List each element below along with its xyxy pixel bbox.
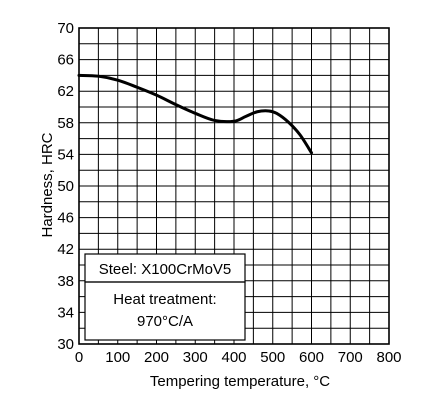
y-tick-label: 30	[57, 336, 74, 353]
x-tick-label: 400	[221, 349, 246, 366]
y-tick-label: 66	[57, 52, 74, 69]
heat-treatment-label: Heat treatment:	[113, 291, 216, 308]
y-tick-label: 38	[57, 273, 74, 290]
series-layer	[77, 73, 313, 155]
y-tick-label: 42	[57, 241, 74, 258]
y-tick-label: 62	[57, 83, 74, 100]
x-tick-label: 200	[144, 349, 169, 366]
grid	[78, 27, 390, 345]
x-tick-label: 500	[260, 349, 285, 366]
heat-treatment-box	[84, 281, 246, 341]
x-axis-label: Tempering temperature, °C	[150, 373, 330, 390]
y-tick-label: 70	[57, 20, 74, 37]
x-tick-label: 100	[105, 349, 130, 366]
y-tick-label: 46	[57, 210, 74, 227]
heat-treatment-value: 970°C/A	[137, 313, 193, 330]
y-axis-label: Hardness, HRC	[39, 132, 56, 237]
y-tick-label: 58	[57, 115, 74, 132]
x-tick-label: 700	[338, 349, 363, 366]
x-tick-label: 600	[299, 349, 324, 366]
y-tick-label: 34	[57, 304, 74, 321]
x-tick-label: 300	[183, 349, 208, 366]
annotation-box: Steel: X100CrMoV5 Heat treatment: 970°C/…	[84, 253, 246, 341]
plot-frame	[78, 27, 390, 345]
x-tick-label: 0	[75, 349, 83, 366]
tick-labels: 0 100 200 300 400 500 600 700 800 30 34 38 42 46 50 54 5…	[57, 20, 401, 366]
hardness-curve	[77, 73, 313, 155]
annotation-box-bg	[85, 254, 245, 340]
y-tick-label: 50	[57, 178, 74, 195]
y-tick-label: 54	[57, 146, 74, 163]
steel-label: Steel: X100CrMoV5	[99, 261, 232, 278]
x-tick-label: 800	[376, 349, 401, 366]
